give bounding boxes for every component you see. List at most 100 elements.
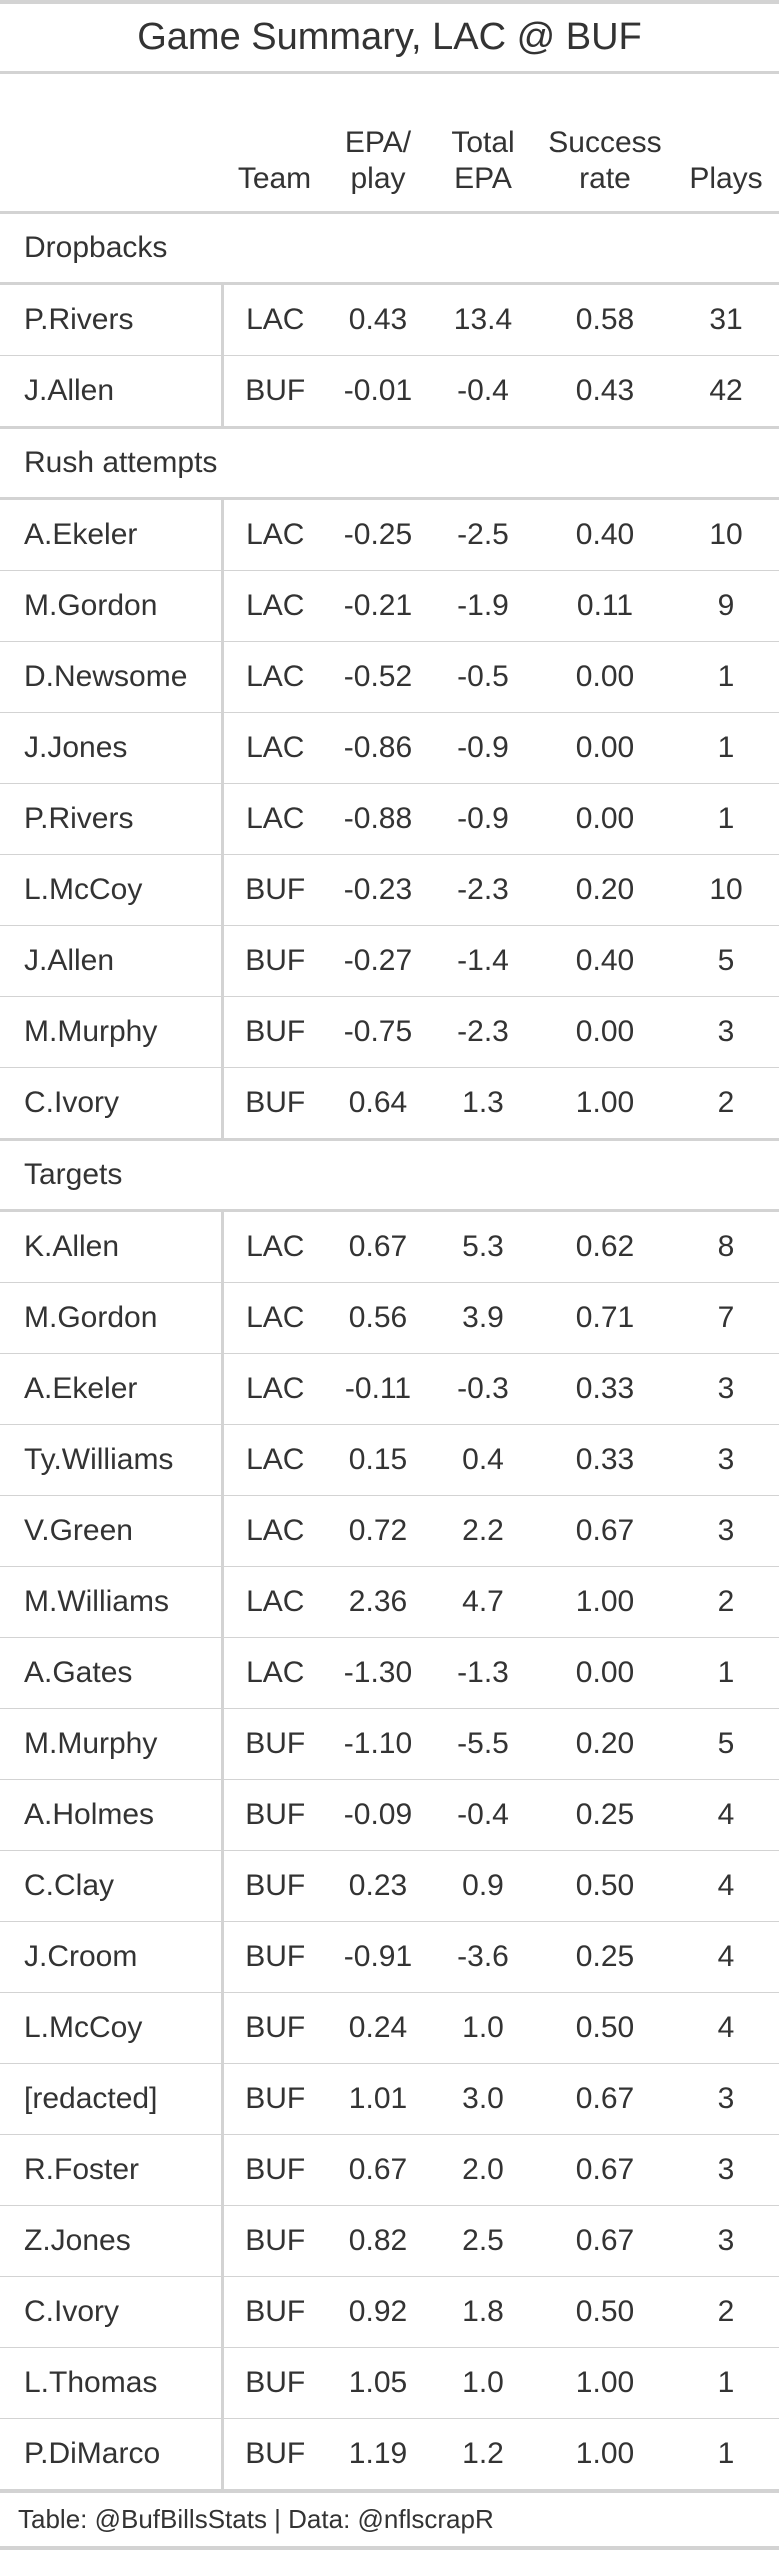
cell-total-epa: -2.3 [429,854,537,926]
cell-epa-play: 0.92 [327,2276,429,2348]
cell-team: LAC [222,1282,327,1354]
cell-success-rate: 0.50 [537,2276,673,2348]
cell-success-rate: 1.00 [537,1067,673,1140]
cell-plays: 10 [673,498,779,571]
cell-epa-play: 1.01 [327,2063,429,2135]
cell-player: [redacted] [0,2063,224,2135]
cell-team: LAC [222,1424,327,1496]
table-row: A.Gates LAC -1.30 -1.3 0.00 1 [0,1637,779,1709]
table-row: Z.Jones BUF 0.82 2.5 0.67 3 [0,2205,779,2277]
col-header-total-epa: Total EPA [429,74,537,214]
cell-success-rate: 0.71 [537,1282,673,1354]
cell-team: BUF [222,2418,327,2490]
cell-player: J.Jones [0,712,224,784]
table-row: [redacted] BUF 1.01 3.0 0.67 3 [0,2063,779,2135]
cell-player: C.Clay [0,1850,224,1922]
group-label: Targets [0,1137,779,1212]
cell-player: Z.Jones [0,2205,224,2277]
cell-epa-play: -0.25 [327,498,429,571]
col-header-plays: Plays [673,74,779,214]
cell-player: C.Ivory [0,2276,224,2348]
cell-team: LAC [222,498,327,571]
cell-total-epa: 0.9 [429,1850,537,1922]
col-header-success-rate: Success rate [537,74,673,214]
cell-success-rate: 1.00 [537,2347,673,2419]
cell-epa-play: -1.30 [327,1637,429,1709]
cell-success-rate: 0.40 [537,925,673,997]
cell-plays: 5 [673,925,779,997]
cell-epa-play: 1.19 [327,2418,429,2490]
cell-plays: 2 [673,1566,779,1638]
table-row: K.Allen LAC 0.67 5.3 0.62 8 [0,1210,779,1283]
table-row: J.Allen BUF -0.01 -0.4 0.43 42 [0,355,779,428]
group-header-row: Targets [0,1137,779,1212]
cell-epa-play: 0.23 [327,1850,429,1922]
cell-epa-play: 0.72 [327,1495,429,1567]
cell-total-epa: -3.6 [429,1921,537,1993]
cell-success-rate: 0.00 [537,641,673,713]
col-header-team: Team [222,74,327,214]
table-row: A.Holmes BUF -0.09 -0.4 0.25 4 [0,1779,779,1851]
cell-player: L.Thomas [0,2347,224,2419]
table-title: Game Summary, LAC @ BUF [0,0,779,74]
cell-team: BUF [222,2205,327,2277]
table-footer-credit: Table: @BufBillsStats | Data: @nflscrapR [0,2489,779,2550]
cell-player: M.Gordon [0,570,224,642]
cell-team: BUF [222,1708,327,1780]
cell-total-epa: 4.7 [429,1566,537,1638]
table-row: J.Jones LAC -0.86 -0.9 0.00 1 [0,712,779,784]
cell-success-rate: 0.00 [537,712,673,784]
table-row: C.Clay BUF 0.23 0.9 0.50 4 [0,1850,779,1922]
cell-success-rate: 0.67 [537,2063,673,2135]
cell-team: BUF [222,1850,327,1922]
cell-success-rate: 0.50 [537,1850,673,1922]
cell-team: BUF [222,2134,327,2206]
cell-epa-play: 0.64 [327,1067,429,1140]
cell-total-epa: 1.0 [429,1992,537,2064]
cell-plays: 5 [673,1708,779,1780]
cell-total-epa: 1.2 [429,2418,537,2490]
cell-plays: 10 [673,854,779,926]
cell-total-epa: 1.3 [429,1067,537,1140]
cell-plays: 3 [673,1495,779,1567]
cell-epa-play: -0.21 [327,570,429,642]
cell-team: BUF [222,1921,327,1993]
cell-plays: 1 [673,712,779,784]
table-row: L.McCoy BUF 0.24 1.0 0.50 4 [0,1992,779,2064]
cell-team: BUF [222,1779,327,1851]
cell-total-epa: -1.3 [429,1637,537,1709]
cell-epa-play: -0.23 [327,854,429,926]
table-row: Ty.Williams LAC 0.15 0.4 0.33 3 [0,1424,779,1496]
table-row: A.Ekeler LAC -0.25 -2.5 0.40 10 [0,498,779,571]
cell-player: L.McCoy [0,1992,224,2064]
cell-player: C.Ivory [0,1067,224,1140]
cell-total-epa: 2.0 [429,2134,537,2206]
cell-success-rate: 1.00 [537,2418,673,2490]
cell-total-epa: -0.4 [429,355,537,428]
cell-success-rate: 0.00 [537,783,673,855]
cell-player: K.Allen [0,1210,224,1283]
cell-total-epa: 3.0 [429,2063,537,2135]
cell-team: LAC [222,283,327,356]
cell-player: P.DiMarco [0,2418,224,2490]
cell-total-epa: 1.8 [429,2276,537,2348]
table-row: C.Ivory BUF 0.92 1.8 0.50 2 [0,2276,779,2348]
table-row: R.Foster BUF 0.67 2.0 0.67 3 [0,2134,779,2206]
group-label: Rush attempts [0,425,779,500]
cell-total-epa: 2.5 [429,2205,537,2277]
cell-team: LAC [222,1566,327,1638]
cell-team: LAC [222,1210,327,1283]
cell-total-epa: -2.3 [429,996,537,1068]
cell-player: L.McCoy [0,854,224,926]
group-header-row: Rush attempts [0,425,779,500]
cell-team: BUF [222,1067,327,1140]
cell-epa-play: 0.67 [327,2134,429,2206]
cell-player: A.Ekeler [0,498,224,571]
cell-success-rate: 0.33 [537,1353,673,1425]
summary-table: Team EPA/play Total EPA Success rate Plays… [0,74,779,2490]
cell-total-epa: -2.5 [429,498,537,571]
cell-team: LAC [222,1495,327,1567]
cell-plays: 1 [673,1637,779,1709]
cell-total-epa: -0.9 [429,712,537,784]
